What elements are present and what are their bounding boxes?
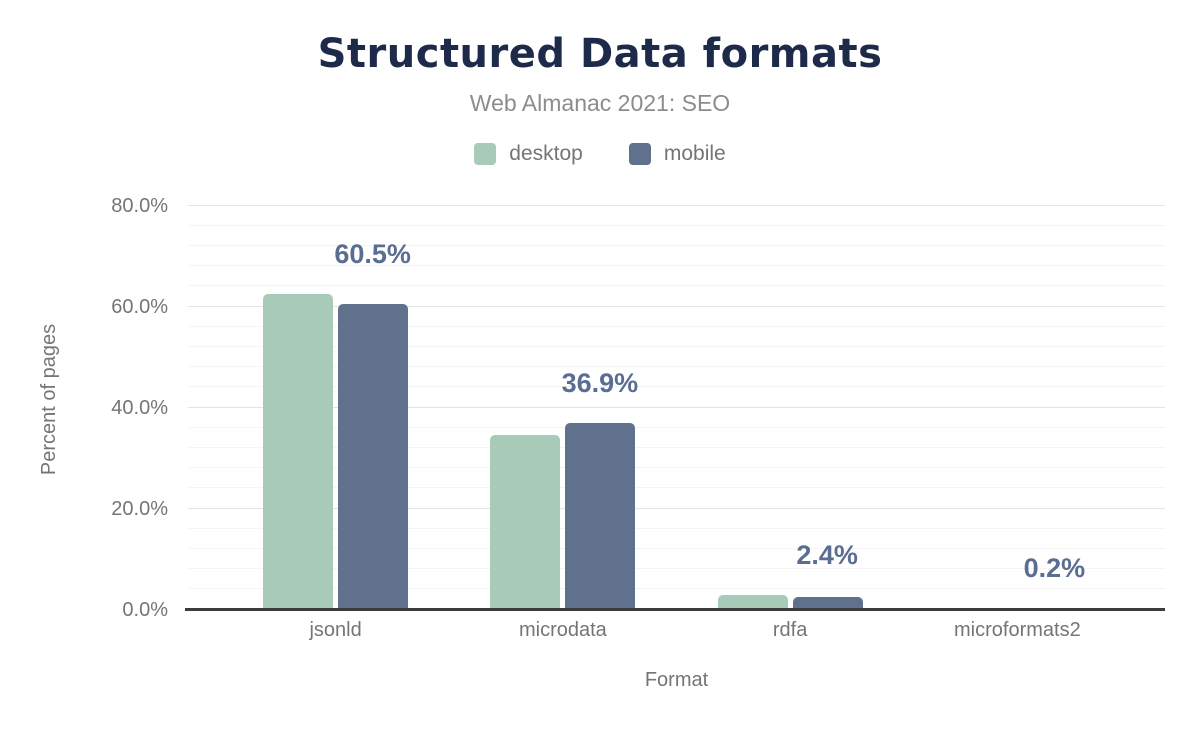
legend-item-desktop[interactable]: desktop <box>474 142 583 166</box>
legend-label: mobile <box>663 141 726 165</box>
gridline-major <box>188 305 1165 307</box>
gridline-minor <box>188 325 1165 327</box>
plot-column: 60.5% 36.9% 2.4% 0.2% jsonld microdata rdfa mi… <box>185 190 1165 692</box>
gridline-minor <box>188 447 1165 448</box>
plot-area: 60.5% 36.9% 2.4% 0.2% <box>185 190 1165 611</box>
gridline-minor <box>188 487 1165 489</box>
bar-mobile-rdfa[interactable] <box>792 597 863 610</box>
legend-swatch-mobile <box>628 142 651 165</box>
legend: desktop mobile <box>0 142 1200 166</box>
bar-group-rdfa: 2.4% <box>677 190 904 610</box>
x-category-label-microdata: microdata <box>518 618 607 641</box>
legend-item-mobile[interactable]: mobile <box>628 141 726 166</box>
chart-area: Percent of pages 0.0% 20.0% 40.0% 60.0% 80.0… <box>24 190 1200 692</box>
y-axis-title-box: Percent of pages <box>24 190 76 610</box>
gridline-minor <box>188 588 1165 590</box>
x-axis-category-labels: jsonld microdata rdfa microformats2 <box>188 618 1165 642</box>
bar-group-microdata: 36.9% <box>449 190 676 610</box>
bar-groups: 60.5% 36.9% 2.4% 0.2% <box>188 190 1165 610</box>
gridline-minor <box>188 467 1165 469</box>
bar-mobile-jsonld[interactable] <box>338 304 409 610</box>
bar-group-jsonld: 60.5% <box>222 190 449 610</box>
gridline-minor <box>188 245 1165 246</box>
bar-desktop-jsonld[interactable] <box>263 294 334 610</box>
value-label-microformats2: 0.2% <box>1023 553 1086 584</box>
gridline-minor <box>188 285 1165 287</box>
gridline-minor <box>188 346 1165 347</box>
y-tick-label: 40.0% <box>111 396 168 419</box>
gridline-minor <box>188 426 1165 428</box>
gridline-minor <box>188 527 1165 529</box>
y-axis-ticks: 0.0% 20.0% 40.0% 60.0% 80.0% <box>76 190 188 620</box>
gridline-major <box>188 507 1165 509</box>
x-category-label-jsonld: jsonld <box>309 618 362 641</box>
bar-group-microformats2: 0.2% <box>904 190 1131 610</box>
y-tick-label: 20.0% <box>111 497 168 520</box>
y-tick-label: 60.0% <box>111 295 168 318</box>
gridline-minor <box>188 548 1165 549</box>
value-label-microdata: 36.9% <box>561 368 639 399</box>
gridline-minor <box>188 265 1165 267</box>
x-axis-line <box>185 607 1165 611</box>
bar-mobile-microdata[interactable] <box>565 423 636 610</box>
x-axis-title: Format <box>644 668 709 691</box>
gridline-minor <box>188 366 1165 368</box>
y-tick-label: 0.0% <box>122 598 168 621</box>
chart-subtitle: Web Almanac 2021: SEO <box>469 90 731 116</box>
legend-swatch-desktop <box>474 142 497 165</box>
gridline-major <box>188 406 1165 408</box>
gridline-major <box>188 204 1165 206</box>
gridline-minor <box>188 386 1165 388</box>
bar-desktop-rdfa[interactable] <box>717 594 788 610</box>
y-tick-label: 80.0% <box>111 194 168 217</box>
value-label-rdfa: 2.4% <box>796 539 858 570</box>
value-label-jsonld: 60.5% <box>334 239 411 270</box>
bar-desktop-microdata[interactable] <box>490 434 561 610</box>
chart-title: Structured Data formats <box>317 31 883 77</box>
gridline-minor <box>188 568 1165 570</box>
y-axis-title: Percent of pages <box>38 323 61 476</box>
gridline-minor <box>188 224 1165 226</box>
x-category-label-microformats2: microformats2 <box>954 618 1081 641</box>
legend-label: desktop <box>509 141 583 165</box>
x-category-label-rdfa: rdfa <box>772 618 808 641</box>
